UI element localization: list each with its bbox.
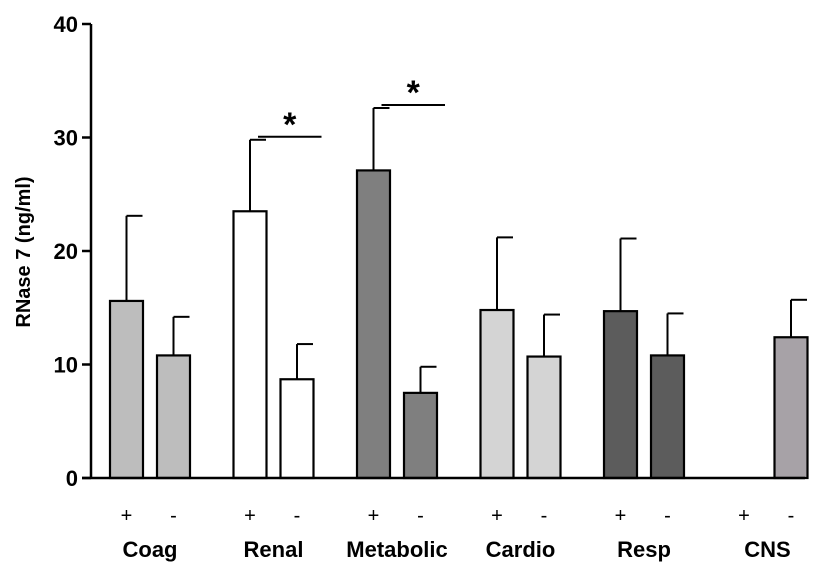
sign-label: -	[170, 505, 177, 527]
y-tick-label: 30	[54, 126, 78, 151]
bar	[232, 210, 268, 480]
sign-label: +	[615, 505, 627, 527]
sign-label: +	[244, 505, 256, 527]
group-label: Cardio	[486, 537, 556, 562]
sign-label: +	[491, 505, 503, 527]
group-label: Renal	[244, 537, 304, 562]
y-axis-title: RNase 7 (ng/ml)	[13, 176, 35, 327]
bar	[155, 354, 192, 480]
sign-label: -	[788, 505, 795, 527]
sign-label: +	[738, 505, 750, 527]
sign-label: +	[121, 505, 133, 527]
sign-label: +	[368, 505, 380, 527]
y-tick-label: 40	[54, 12, 78, 37]
bar	[526, 355, 562, 480]
bar	[402, 391, 439, 480]
y-tick-label: 0	[66, 466, 78, 491]
y-tick-label: 20	[54, 239, 78, 264]
significance-star: *	[283, 106, 297, 144]
sign-label: -	[664, 505, 671, 527]
group-label: Resp	[617, 537, 671, 562]
bar	[355, 169, 392, 480]
sign-label: -	[294, 505, 301, 527]
bar	[279, 378, 315, 480]
bar	[108, 299, 145, 480]
significance-star: *	[407, 74, 421, 112]
bar	[649, 354, 686, 480]
sign-label: -	[417, 505, 424, 527]
bar	[479, 308, 515, 480]
sign-label: -	[541, 505, 548, 527]
group-label: CNS	[744, 537, 790, 562]
bar	[773, 336, 809, 480]
group-label: Coag	[123, 537, 178, 562]
group-label: Metabolic	[346, 537, 447, 562]
bar	[602, 310, 639, 480]
y-tick-label: 10	[54, 353, 78, 378]
